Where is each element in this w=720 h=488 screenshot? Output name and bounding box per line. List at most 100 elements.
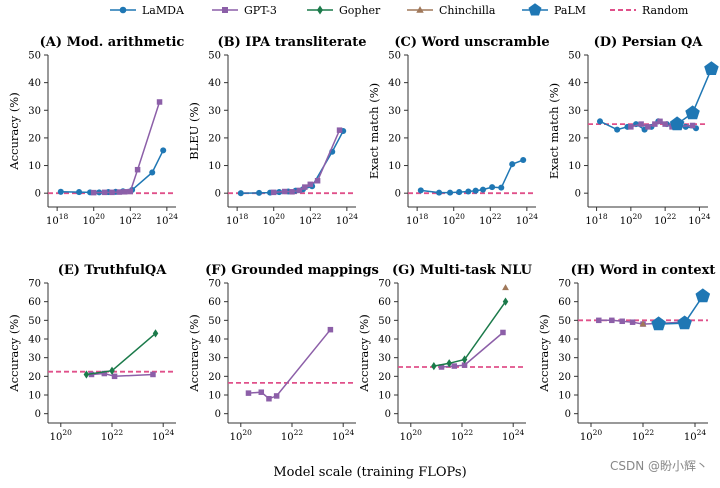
data-point: [447, 189, 454, 196]
y-tick-label: 10: [208, 161, 221, 172]
data-point: [446, 359, 452, 368]
data-point: [134, 166, 141, 173]
series-gpt-3: [245, 326, 334, 402]
series-line: [240, 130, 344, 194]
data-point: [431, 361, 437, 371]
legend-swatch-marker: [222, 7, 228, 13]
y-tick-label: 50: [208, 316, 221, 327]
data-point: [258, 389, 265, 395]
series-lamda: [57, 147, 167, 196]
y-tick-label: 10: [558, 391, 571, 402]
data-point: [314, 177, 321, 184]
x-tick-label: 1020: [580, 428, 603, 443]
x-tick-label: 1018: [226, 212, 249, 227]
x-tick-label: 1024: [684, 428, 707, 443]
data-point: [101, 370, 108, 377]
x-tick-label: 1024: [156, 212, 179, 227]
series-line: [441, 331, 504, 368]
data-point: [695, 288, 711, 303]
series-line: [248, 329, 331, 400]
series-line: [91, 372, 154, 378]
x-tick-label: 1018: [406, 212, 429, 227]
panel-title: (B) IPA transliterate: [217, 35, 366, 50]
series-gopher: [83, 329, 159, 379]
data-point: [465, 188, 472, 195]
data-point: [489, 184, 496, 191]
data-point: [90, 189, 97, 196]
series-line: [86, 332, 156, 376]
y-tick-label: 10: [388, 161, 401, 172]
panel-title: (G) Multi-task NLU: [392, 263, 533, 278]
x-tick-label: 1018: [585, 212, 608, 227]
data-point: [76, 189, 83, 196]
data-point: [461, 362, 468, 368]
x-tick-label: 1024: [332, 428, 355, 443]
panel-title: (E) TruthfulQA: [58, 263, 168, 278]
data-point: [596, 317, 602, 324]
data-point: [502, 297, 509, 306]
data-point: [296, 187, 303, 194]
x-tick-label: 1020: [263, 212, 286, 227]
data-point: [307, 181, 314, 188]
data-point: [127, 188, 134, 195]
y-tick-label: 60: [378, 297, 391, 308]
y-tick-label: 10: [378, 391, 391, 402]
legend-swatch-marker: [416, 6, 424, 13]
series-gpt-3: [438, 329, 506, 370]
y-tick-label: 0: [35, 409, 41, 420]
legend-item-gpt-3: GPT-3: [212, 4, 277, 17]
x-tick-label: 1022: [654, 212, 677, 227]
legend-label: Chinchilla: [439, 4, 496, 17]
y-tick-label: 0: [215, 189, 221, 200]
y-tick-label: 20: [208, 372, 221, 383]
series-gpt-3: [628, 118, 696, 130]
legend-item-palm: PaLM: [522, 3, 586, 17]
x-tick-label: 1024: [336, 212, 359, 227]
x-axis-label: Model scale (training FLOPs): [273, 465, 466, 480]
data-point: [336, 127, 343, 133]
data-point: [245, 390, 252, 396]
legend-swatch-marker: [119, 6, 127, 14]
y-tick-label: 50: [28, 316, 41, 327]
y-axis-label: Accuracy (%): [537, 314, 551, 392]
legend-label: GPT-3: [244, 4, 277, 17]
x-tick-label: 1020: [400, 428, 423, 443]
y-tick-label: 0: [395, 189, 401, 200]
x-tick-label: 1022: [479, 212, 502, 227]
x-tick-label: 1020: [443, 212, 466, 227]
data-point: [704, 61, 719, 75]
data-point: [150, 371, 156, 378]
legend-label: LaMDA: [142, 4, 185, 17]
legend: LaMDA GPT-3 Gopher Chinchilla PaLM Random: [110, 3, 689, 17]
series-lamda: [417, 156, 527, 196]
data-point: [619, 318, 625, 325]
data-point: [83, 370, 90, 379]
series-lamda: [237, 127, 347, 197]
y-axis-label: BLEU (%): [187, 102, 201, 160]
series-line: [433, 301, 507, 367]
y-tick-label: 10: [28, 161, 41, 172]
y-tick-label: 0: [575, 189, 581, 200]
y-axis-label: Accuracy (%): [7, 314, 21, 392]
data-point: [498, 184, 505, 191]
y-tick-label: 30: [388, 106, 401, 117]
data-point: [629, 319, 636, 325]
legend-item-chinchilla: Chinchilla: [407, 4, 496, 17]
y-axis-label: Accuracy (%): [187, 314, 201, 392]
legend-item-random: Random: [610, 4, 689, 17]
data-point: [436, 189, 443, 196]
y-tick-label: 20: [568, 133, 581, 144]
y-tick-label: 70: [558, 279, 571, 290]
data-point: [256, 189, 263, 196]
y-tick-label: 40: [568, 78, 581, 89]
series-chinchilla: [502, 284, 509, 291]
legend-swatch-marker: [528, 3, 542, 16]
y-tick-label: 20: [28, 133, 41, 144]
data-point: [417, 187, 424, 194]
